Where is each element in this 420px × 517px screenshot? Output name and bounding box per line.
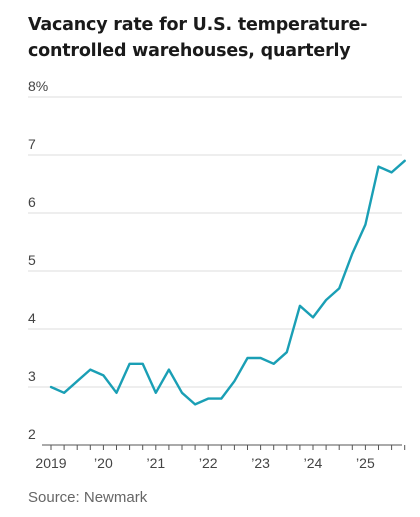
y-tick-label: 8%: [28, 78, 48, 94]
chart-title: Vacancy rate for U.S. temperature-contro…: [28, 15, 368, 61]
y-tick-label: 4: [28, 310, 36, 326]
x-axis-labels: 2019 ’20 ’21 ’22 ’23 ’24 ’25: [35, 455, 375, 471]
x-tick-label: ’24: [304, 455, 323, 471]
series-group: [49, 159, 406, 406]
x-tick-label: ’21: [146, 455, 165, 471]
y-tick-label: 3: [28, 368, 36, 384]
x-axis: [42, 444, 406, 450]
x-tick-label: ’23: [251, 455, 270, 471]
y-axis-labels: 2 3 4 5 6 7 8%: [28, 78, 48, 442]
source-note: Source: Newmark: [28, 489, 148, 506]
y-tick-label: 7: [28, 136, 36, 152]
y-tick-label: 2: [28, 426, 36, 442]
x-tick-label: ’20: [94, 455, 113, 471]
y-tick-label: 6: [28, 194, 36, 210]
x-tick-label: 2019: [35, 455, 66, 471]
gridlines: [28, 96, 402, 388]
x-tick-label: ’25: [356, 455, 375, 471]
x-tick-label: ’22: [199, 455, 218, 471]
y-tick-label: 5: [28, 252, 36, 268]
series-line: [49, 159, 406, 406]
